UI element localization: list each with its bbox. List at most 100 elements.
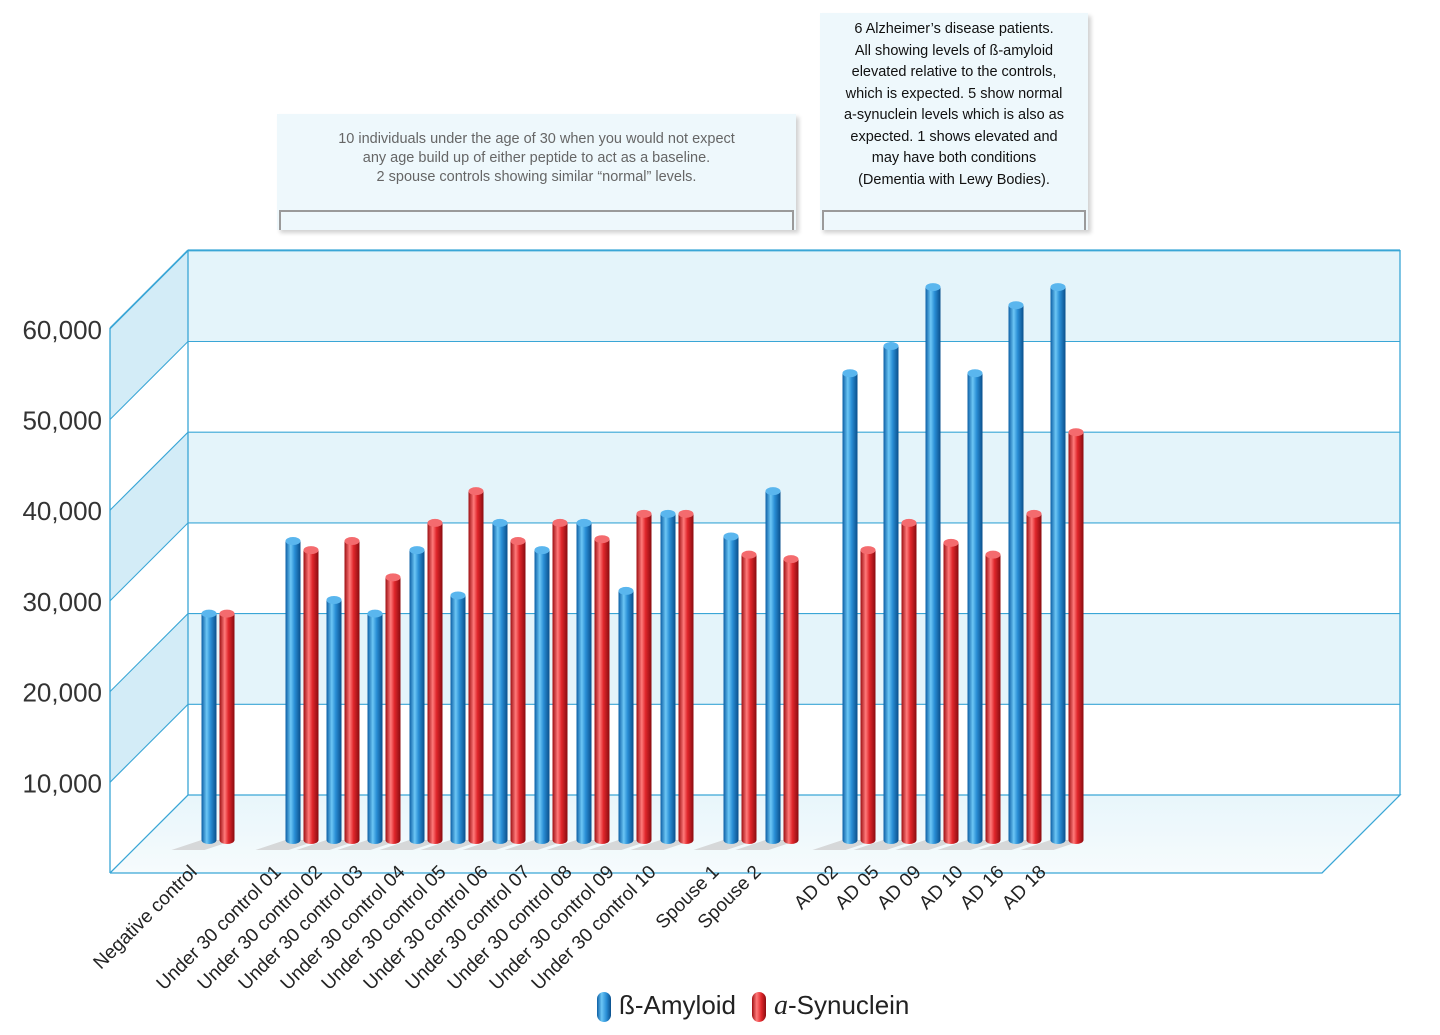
bar-alpha-synuclein-cap bbox=[427, 518, 443, 527]
annotation-under30: 10 individuals under the age of 30 when … bbox=[277, 114, 796, 230]
bar-alpha-synuclein-cap bbox=[901, 518, 917, 527]
bar-beta-amyloid-cap bbox=[450, 591, 466, 600]
bar-alpha-synuclein bbox=[636, 509, 652, 844]
bar-alpha-synuclein-body bbox=[510, 541, 526, 840]
bar-beta-amyloid-base bbox=[326, 836, 342, 844]
bar-beta-amyloid bbox=[842, 369, 858, 844]
bar-beta-amyloid bbox=[883, 342, 899, 844]
bar-alpha-synuclein bbox=[860, 546, 876, 844]
bar-alpha-synuclein-base bbox=[985, 836, 1001, 844]
annotation-line: 10 individuals under the age of 30 when … bbox=[338, 131, 735, 147]
bar-beta-amyloid-cap bbox=[765, 487, 781, 496]
bar-beta-amyloid-cap bbox=[492, 518, 508, 527]
bar-shadow bbox=[546, 840, 610, 850]
annotation-line: expected. 1 shows elevated and bbox=[850, 128, 1058, 145]
bar-shadow bbox=[1020, 840, 1084, 850]
bar-alpha-synuclein bbox=[594, 535, 610, 844]
bar-beta-amyloid-body bbox=[492, 522, 508, 840]
bar-beta-amyloid-base bbox=[883, 836, 899, 844]
bar-alpha-synuclein-cap bbox=[741, 550, 757, 559]
bar-beta-amyloid-cap bbox=[285, 537, 301, 546]
bracket bbox=[822, 210, 1086, 230]
bar-beta-amyloid bbox=[492, 518, 508, 844]
bar-beta-amyloid-base bbox=[367, 836, 383, 844]
bar-alpha-synuclein-body bbox=[219, 613, 235, 840]
annotation-line: any age build up of either peptide to ac… bbox=[362, 150, 711, 166]
bar-alpha-synuclein bbox=[427, 518, 443, 844]
y-axis: 10,000 20,000 30,000 40,000 50,000 60,000 bbox=[22, 315, 102, 799]
bar-beta-amyloid-base bbox=[618, 836, 634, 844]
bar-beta-amyloid-base bbox=[201, 836, 217, 844]
bar-beta-amyloid-body bbox=[367, 613, 383, 840]
annotation-line: All showing levels of ß-amyloid bbox=[854, 42, 1054, 59]
bar-beta-amyloid-base bbox=[660, 836, 676, 844]
bar-beta-amyloid bbox=[660, 509, 676, 844]
bar-beta-amyloid bbox=[618, 586, 634, 844]
bar-shadow bbox=[420, 840, 484, 850]
bars bbox=[171, 283, 1084, 850]
bar-beta-amyloid-body bbox=[326, 599, 342, 840]
bar-alpha-synuclein-cap bbox=[385, 573, 401, 582]
bar-alpha-synuclein bbox=[303, 546, 319, 844]
bar-alpha-synuclein-cap bbox=[1026, 509, 1042, 518]
bar-alpha-synuclein bbox=[985, 550, 1001, 844]
bar-alpha-synuclein-cap bbox=[678, 509, 694, 518]
bar-alpha-synuclein-cap bbox=[344, 537, 360, 546]
gridline bbox=[109, 250, 1400, 330]
bar-alpha-synuclein-base bbox=[510, 836, 526, 844]
bar-beta-amyloid-cap bbox=[367, 609, 383, 618]
legend-beta-amyloid: ß-Amyloid bbox=[597, 990, 737, 1023]
bar-beta-amyloid-body bbox=[1008, 305, 1024, 841]
bar-alpha-synuclein bbox=[219, 609, 235, 844]
bar-beta-amyloid bbox=[925, 283, 941, 844]
legend-alpha-symbol: a bbox=[774, 990, 788, 1021]
bar-beta-amyloid-body bbox=[409, 550, 425, 840]
legend-alpha-label: -Synuclein bbox=[788, 990, 910, 1020]
bar-beta-amyloid bbox=[534, 546, 550, 844]
gridline bbox=[109, 431, 1400, 511]
bar-alpha-synuclein-base bbox=[552, 836, 568, 844]
bar-beta-amyloid-base bbox=[534, 836, 550, 844]
bar-alpha-synuclein-body bbox=[1068, 432, 1084, 840]
grid-band bbox=[188, 250, 1400, 342]
annotation-line: which is expected. 5 show normal bbox=[845, 85, 1063, 102]
bar-alpha-synuclein-body bbox=[468, 491, 484, 840]
bar-shadow bbox=[504, 840, 568, 850]
gridline bbox=[109, 522, 1400, 602]
bar-alpha-synuclein-body bbox=[985, 554, 1001, 840]
bar-beta-amyloid-body bbox=[534, 550, 550, 840]
bar-shadow bbox=[853, 840, 917, 850]
bar-beta-amyloid-cap bbox=[1050, 283, 1066, 292]
y-tick-label: 60,000 bbox=[22, 315, 102, 345]
bar-alpha-synuclein-cap bbox=[510, 537, 526, 546]
bar-alpha-synuclein-base bbox=[427, 836, 443, 844]
annotation-ad: 6 Alzheimer’s disease patients. All showi… bbox=[820, 13, 1088, 230]
bar-alpha-synuclein-cap bbox=[985, 550, 1001, 559]
bar-beta-amyloid-cap bbox=[883, 342, 899, 351]
bar-beta-amyloid-body bbox=[925, 287, 941, 841]
bar-alpha-synuclein-base bbox=[468, 836, 484, 844]
bar-alpha-synuclein-cap bbox=[468, 487, 484, 496]
bar-shadow bbox=[978, 840, 1042, 850]
annotation-line: may have both conditions bbox=[871, 150, 1037, 166]
bar-shadow bbox=[937, 840, 1001, 850]
bar-alpha-synuclein-base bbox=[344, 836, 360, 844]
bar-alpha-synuclein-cap bbox=[783, 555, 799, 564]
legend-beta-label: ß-Amyloid bbox=[619, 990, 737, 1020]
annotation-line: a-synuclein levels which is also as bbox=[843, 107, 1064, 123]
bar-alpha-synuclein-body bbox=[427, 522, 443, 840]
y-tick-label: 20,000 bbox=[22, 678, 102, 708]
bar-shadow bbox=[462, 840, 526, 850]
bar-alpha-synuclein-body bbox=[783, 559, 799, 840]
bar-beta-amyloid-base bbox=[285, 836, 301, 844]
bar-alpha-synuclein-base bbox=[860, 836, 876, 844]
bar-alpha-synuclein bbox=[741, 550, 757, 844]
bracket bbox=[279, 210, 794, 230]
bar-beta-amyloid-body bbox=[1050, 287, 1066, 841]
bar-alpha-synuclein-cap bbox=[860, 546, 876, 555]
bar-alpha-synuclein-base bbox=[783, 836, 799, 844]
annotation-line: 2 spouse controls showing similar “norma… bbox=[376, 169, 697, 185]
annotation-line: elevated relative to the controls, bbox=[851, 64, 1057, 80]
bar-beta-amyloid-base bbox=[967, 836, 983, 844]
